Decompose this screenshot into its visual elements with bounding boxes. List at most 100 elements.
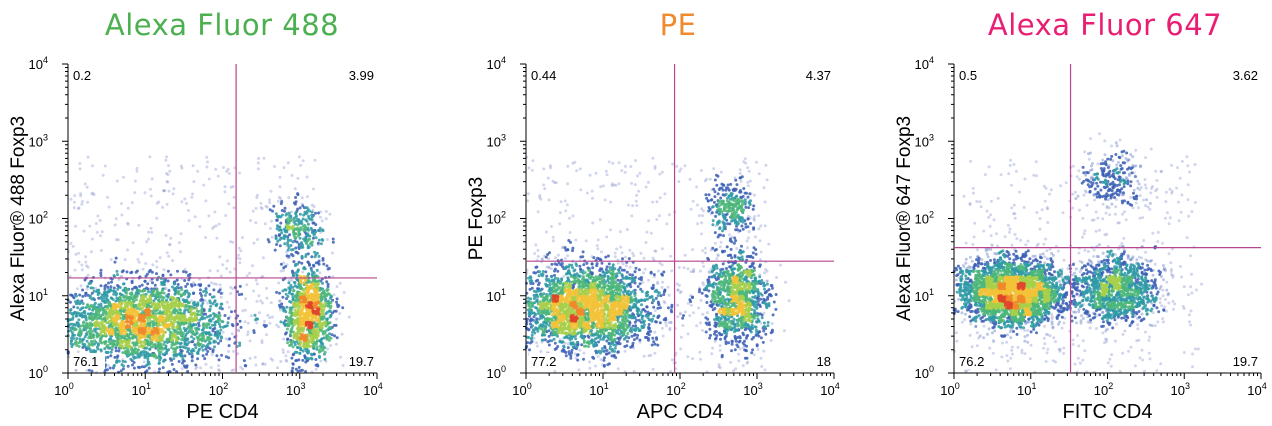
data-point [280,231,284,235]
data-point [211,317,215,321]
data-point [112,286,116,290]
data-point [205,352,209,356]
data-point [302,342,306,346]
data-point [162,283,166,287]
data-point [127,307,131,311]
data-point [620,169,624,173]
data-point [340,332,344,336]
data-point [653,351,657,355]
data-point [144,364,148,367]
data-point [285,212,289,216]
data-point [74,341,77,345]
data-point [91,296,95,300]
data-point [707,193,711,197]
data-point [562,274,566,278]
data-point [280,213,284,217]
data-point [155,345,159,349]
data-point [561,246,564,250]
data-point [653,330,657,334]
data-point [682,314,685,318]
data-point [314,236,318,240]
data-point [238,319,242,323]
data-point [202,183,206,187]
data-point [251,264,254,268]
data-point [215,282,218,286]
data-point [119,344,123,348]
data-point [158,311,162,315]
data-point [310,215,314,219]
data-point [314,367,318,371]
data-point [335,342,338,346]
data-point [548,164,552,168]
data-point [293,264,297,268]
data-point [256,161,260,165]
data-point [111,323,115,327]
data-point [257,157,261,160]
data-point [79,324,83,328]
data-point [109,304,113,308]
data-point [95,345,99,349]
data-point [307,245,311,249]
data-point [229,185,233,189]
data-point [600,250,603,254]
data-point [106,285,110,289]
data-point [183,317,187,320]
data-point [169,236,173,240]
data-point [118,322,122,326]
data-point [307,262,311,266]
data-point [94,317,98,321]
data-point [207,177,211,181]
data-point [85,287,89,291]
data-point [328,332,332,336]
data-point [294,211,298,215]
data-point [146,287,150,291]
data-point [155,272,158,276]
data-point [105,290,109,294]
data-point [69,318,73,322]
data-point [167,289,171,292]
data-point [283,288,287,292]
data-point [112,311,116,315]
data-point [81,288,85,292]
data-point [99,322,103,325]
data-point [101,173,105,177]
data-point [316,241,320,245]
data-point [650,343,654,347]
data-point [172,368,176,371]
data-point [92,193,96,197]
data-point [279,269,283,273]
data-point [128,315,132,319]
data-point [163,300,167,304]
data-point [574,356,578,360]
data-point [313,289,317,293]
data-point [188,352,192,356]
data-point [755,160,758,164]
data-point [278,185,282,189]
data-point [108,332,112,336]
data-point [208,318,212,322]
data-point [585,191,589,195]
data-point [701,281,705,285]
data-point [249,314,253,318]
data-point [213,345,216,349]
data-point [200,308,204,312]
data-point [324,217,328,221]
data-point [717,363,721,367]
data-point [207,214,211,218]
data-point [526,199,530,203]
data-point [279,221,283,225]
data-point [296,297,300,301]
data-point [762,349,766,353]
data-point [207,322,211,326]
data-point [579,267,582,271]
data-point [246,330,250,334]
data-point [298,324,302,328]
data-point [138,299,142,303]
data-point [182,292,186,296]
data-point [549,267,553,271]
data-point [200,345,204,349]
data-point [653,342,657,346]
data-point [162,189,165,193]
data-point [549,225,553,228]
data-point [651,200,655,204]
